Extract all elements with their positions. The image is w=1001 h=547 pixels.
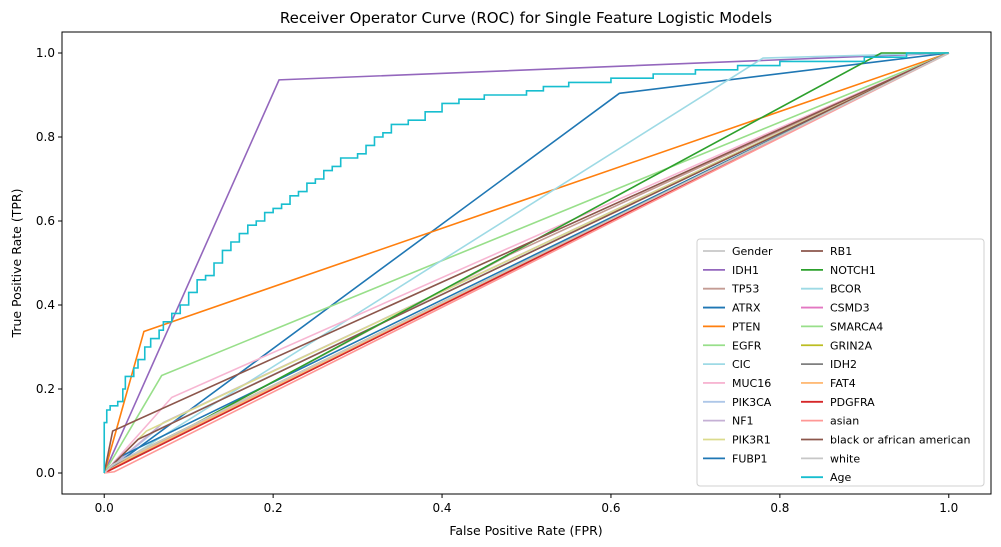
legend-label: ATRX: [732, 302, 761, 315]
legend-label: Gender: [732, 245, 773, 258]
legend-box: [696, 238, 985, 487]
x-axis: 0.0 0.2 0.4 0.6 0.8 1.0: [95, 494, 958, 515]
legend-label: PIK3R1: [732, 434, 771, 447]
legend-label: IDH2: [830, 358, 857, 371]
series-line-muc16: [103, 52, 950, 474]
x-axis-label: False Positive Rate (FPR): [449, 523, 602, 538]
legend-label: CSMD3: [830, 302, 870, 315]
series-line-black-or-african-american: [103, 52, 950, 474]
legend-label: FUBP1: [732, 452, 768, 465]
legend-label: asian: [830, 415, 859, 428]
legend-label: CIC: [732, 358, 751, 371]
legend-label: RB1: [830, 245, 852, 258]
x-tick-label: 0.2: [264, 501, 283, 515]
legend-label: PTEN: [732, 320, 761, 333]
legend-label: TP53: [731, 283, 759, 296]
y-tick-label: 0.0: [36, 466, 55, 480]
y-tick-label: 1.0: [36, 46, 55, 60]
series-line-white: [103, 52, 950, 474]
series-layer: [103, 52, 950, 474]
legend-label: PIK3CA: [732, 396, 772, 409]
legend-label: SMARCA4: [830, 320, 883, 333]
legend: Gender IDH1 TP53 ATRX PTEN EGFR CIC MUC16 PIK3CA…: [696, 238, 985, 487]
legend-label: black or african american: [830, 434, 970, 447]
y-tick-label: 0.8: [36, 130, 55, 144]
y-tick-label: 0.6: [36, 214, 55, 228]
series-line-rb1: [103, 52, 950, 474]
series-line-asian: [104, 52, 950, 474]
y-axis-label: True Positive Rate (TPR): [9, 189, 24, 339]
legend-label: IDH1: [732, 264, 759, 277]
plot-frame: [61, 31, 992, 495]
series-line-atrx: [103, 52, 949, 474]
legend-label: NF1: [732, 415, 754, 428]
x-tick-label: 0.8: [770, 501, 789, 515]
legend-label: FAT4: [830, 377, 856, 390]
legend-label: BCOR: [830, 283, 862, 296]
legend-label: GRIN2A: [830, 339, 873, 352]
y-tick-label: 0.2: [36, 382, 55, 396]
chart-title: Receiver Operator Curve (ROC) for Single…: [280, 9, 772, 27]
y-axis: 0.0 0.2 0.4 0.6 0.8 1.0: [36, 46, 62, 480]
series-line-age: [103, 52, 949, 473]
series-line-egfr: [103, 52, 950, 474]
x-tick-label: 1.0: [939, 501, 958, 515]
legend-label: MUC16: [732, 377, 771, 390]
x-tick-label: 0.0: [95, 501, 114, 515]
x-tick-label: 0.4: [432, 501, 451, 515]
series-line-pdgfra: [103, 52, 950, 474]
y-tick-label: 0.4: [36, 298, 55, 312]
legend-label: white: [830, 452, 860, 465]
series-line-pten: [103, 52, 950, 474]
legend-label: NOTCH1: [830, 264, 876, 277]
legend-label: Age: [830, 471, 852, 484]
x-tick-label: 0.6: [601, 501, 620, 515]
legend-label: PDGFRA: [830, 396, 875, 409]
legend-label: EGFR: [732, 339, 762, 352]
series-line-idh1: [103, 52, 949, 474]
